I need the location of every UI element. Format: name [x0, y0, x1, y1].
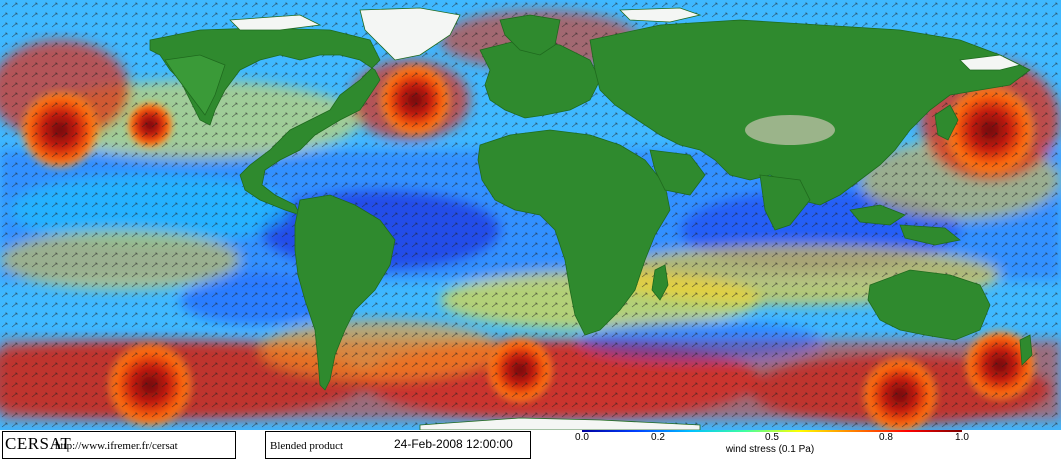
map-canvas [0, 0, 1061, 430]
india [759, 174, 811, 231]
greenland [359, 7, 461, 61]
antarctica [419, 417, 701, 430]
africa [477, 129, 671, 336]
product-label: Blended product [270, 440, 344, 452]
australia [867, 269, 991, 341]
colorbar-tick: 1.0 [955, 432, 969, 443]
colorbar-gradient [582, 430, 962, 432]
europe [479, 39, 601, 119]
colorbar: 0.0 0.2 0.5 0.8 1.0 wind stress (0.1 Pa) [560, 430, 980, 462]
product-box: Blended product 24-Feb-2008 12:00:00 [265, 431, 531, 459]
colorbar-tick: 0.5 [765, 432, 779, 443]
south-america [294, 194, 396, 391]
colorbar-tick: 0.0 [575, 432, 589, 443]
brand-name: CERSAT [5, 434, 72, 453]
brand-box: CERSAT http://www.ifremer.fr/cersat [2, 431, 236, 459]
asia [589, 19, 1031, 206]
map-footer: CERSAT http://www.ifremer.fr/cersat Blen… [0, 430, 1061, 462]
land-masses [149, 7, 1033, 430]
brand-url[interactable]: http://www.ifremer.fr/cersat [55, 440, 178, 452]
colorbar-tick: 0.8 [879, 432, 893, 443]
product-date: 24-Feb-2008 12:00:00 [394, 437, 513, 451]
colorbar-tick: 0.2 [651, 432, 665, 443]
colorbar-label: wind stress (0.1 Pa) [725, 444, 815, 455]
